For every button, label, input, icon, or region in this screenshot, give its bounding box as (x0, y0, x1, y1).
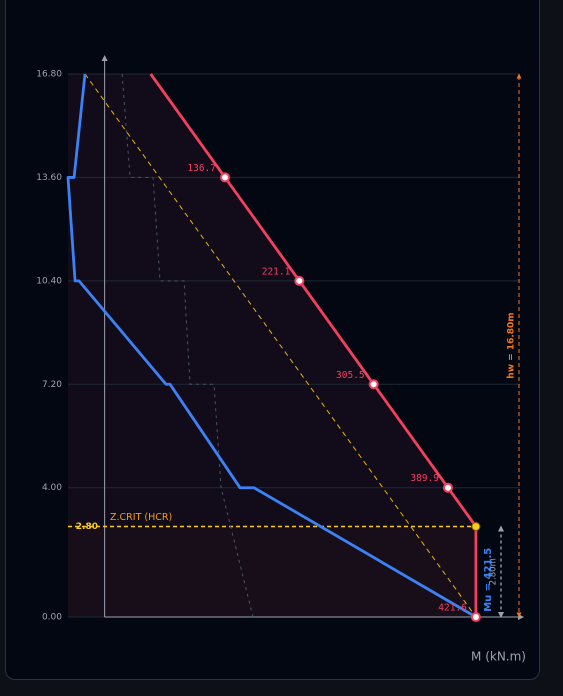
envelope-fill (68, 74, 476, 617)
data-label: 421.6 (438, 603, 467, 614)
series-line (66, 73, 477, 619)
y-tick-label: 4.00 (42, 483, 62, 493)
series-line (84, 73, 477, 618)
data-label: 305.5 (336, 370, 365, 381)
hw-label: hw = 16.80m (507, 312, 517, 378)
data-point (368, 379, 379, 390)
data-label: 221.1 (262, 266, 291, 277)
y-tick-label: 0.00 (42, 613, 62, 623)
y-tick-label: 7.20 (42, 380, 62, 390)
hcr-label: 2.80m (489, 558, 499, 585)
y-tick-label: 16.80 (36, 70, 62, 80)
y-tick-label: 13.60 (36, 173, 62, 183)
series-line (121, 73, 254, 618)
data-point (442, 482, 453, 493)
data-label: 389.9 (410, 473, 439, 484)
zcrit-point (471, 522, 481, 531)
zcrit-name: Z.CRIT (HCR) (110, 512, 172, 523)
data-label: 136.7 (187, 163, 216, 174)
x-axis-label: M (kN.m) (471, 650, 526, 664)
mu-label: Mu = 421.5 (483, 548, 494, 612)
y-tick-label: 10.40 (36, 276, 62, 286)
data-point (470, 612, 481, 622)
data-point (294, 275, 305, 286)
zcrit-value: 2.80 (76, 522, 98, 532)
data-point (220, 172, 231, 183)
